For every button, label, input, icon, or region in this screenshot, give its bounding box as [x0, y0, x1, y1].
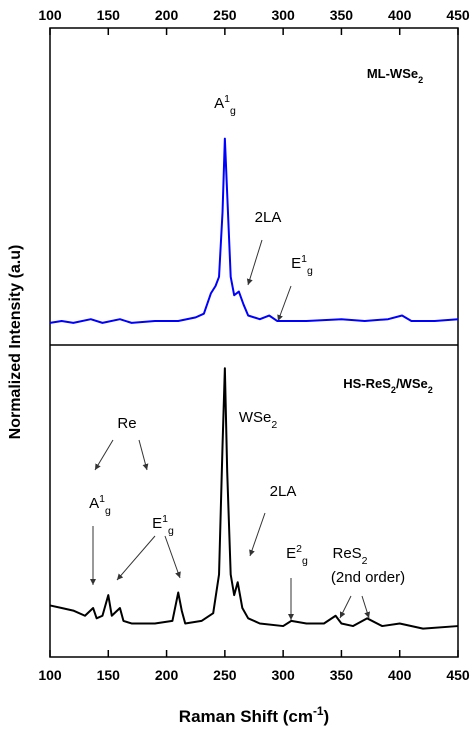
x-tick-label: 400	[388, 667, 412, 683]
annotation: A1g	[89, 493, 111, 517]
annotation-part: E	[286, 545, 296, 562]
annotation-part: A	[89, 495, 99, 512]
x-tick-label: 100	[38, 7, 62, 23]
x-tick-label: 400	[388, 7, 412, 23]
panel-label-part: HS-ReS	[343, 376, 391, 391]
arrow	[164, 535, 181, 579]
annotation-part: g	[230, 105, 236, 117]
panel-label-part: 2	[418, 75, 423, 85]
annotation: E1g	[152, 513, 174, 537]
arrow	[361, 595, 371, 619]
x-tick-label: 450	[446, 667, 470, 683]
x-tick-label: 350	[330, 667, 354, 683]
annotation: E1g	[291, 253, 313, 277]
x-axis-label-part: )	[324, 707, 330, 726]
x-tick-label: 300	[271, 7, 295, 23]
annotation-part: WSe	[239, 409, 272, 426]
annotation-part: A	[214, 95, 224, 112]
panel-label-part: 2	[391, 385, 396, 395]
annotation-part: E	[152, 515, 162, 532]
arrow	[339, 595, 352, 619]
x-axis-label-part: Raman Shift (cm	[179, 707, 313, 726]
x-tick-label: 100	[38, 667, 62, 683]
annotation-part: ReS	[332, 545, 361, 562]
annotation-part: Re	[117, 415, 136, 432]
annotation: 2LA	[270, 483, 297, 500]
plot-frame	[49, 27, 459, 658]
annotation: ReS2	[332, 545, 367, 567]
annotation-part: E	[291, 255, 301, 272]
spectrum-line	[49, 367, 459, 630]
annotation-part: 1	[162, 513, 168, 525]
panel-label: ML-WSe2	[367, 66, 423, 85]
y-axis-label: Normalized Intensity (a.u)	[7, 245, 24, 440]
annotation-part: g	[302, 555, 308, 567]
arrow	[138, 439, 149, 471]
arrows	[90, 239, 371, 620]
x-tick-label: 250	[213, 7, 237, 23]
x-axis-label-part: -1	[313, 704, 324, 718]
annotation: Re	[117, 415, 136, 432]
annotation-part: 2	[296, 543, 302, 555]
arrow	[249, 512, 266, 557]
annotation-part: 1	[301, 253, 307, 265]
annotation-part: g	[307, 265, 313, 277]
x-tick-label: 250	[213, 667, 237, 683]
panel-label-part: /WSe	[396, 376, 428, 391]
annotation: (2nd order)	[331, 569, 405, 586]
x-tick-label: 150	[97, 7, 121, 23]
annotation-part: (2nd order)	[331, 569, 405, 586]
x-tick-label: 150	[97, 667, 121, 683]
arrow	[246, 239, 263, 286]
annotation-part: 2	[271, 419, 277, 431]
annotation-part: 2	[362, 555, 368, 567]
annotation-part: 1	[99, 493, 105, 505]
annotation-part: 2LA	[270, 483, 297, 500]
x-tick-label: 350	[330, 7, 354, 23]
annotation: E2g	[286, 543, 308, 567]
x-tick-label: 450	[446, 7, 470, 23]
x-tick-label: 300	[271, 667, 295, 683]
arrow	[277, 285, 292, 322]
annotation-part: g	[168, 525, 174, 537]
annotation: WSe2	[239, 409, 278, 431]
annotation: A1g	[214, 93, 236, 117]
x-axis-label: Raman Shift (cm-1)	[179, 704, 329, 726]
annotation-part: g	[105, 505, 111, 517]
spectrum-line	[49, 137, 459, 324]
annotation: 2LA	[255, 209, 282, 226]
arrow	[116, 535, 156, 581]
x-tick-label: 200	[155, 7, 179, 23]
panel-label-part: ML-WSe	[367, 66, 418, 81]
x-tick-label: 200	[155, 667, 179, 683]
annotation-part: 2LA	[255, 209, 282, 226]
panel-label-part: 2	[428, 385, 433, 395]
arrow	[94, 439, 114, 471]
panel-label: HS-ReS2/WSe2	[343, 376, 433, 395]
annotation-part: 1	[224, 93, 230, 105]
